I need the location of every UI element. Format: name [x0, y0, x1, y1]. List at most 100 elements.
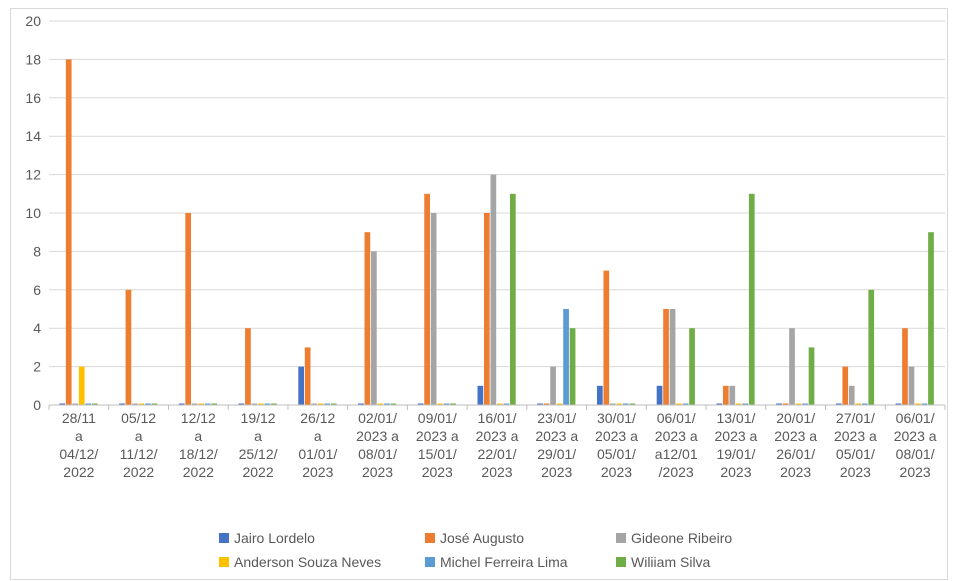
bar [503, 403, 510, 405]
bar [735, 403, 742, 405]
bar [59, 403, 66, 405]
bar [358, 403, 364, 405]
y-axis-tick-labels: 0 2 4 6 8 10 12 14 16 18 20 [25, 13, 41, 413]
bar [119, 403, 125, 405]
y-tick-label: 2 [33, 359, 41, 375]
bar [629, 403, 636, 405]
bar [902, 328, 908, 405]
bar [238, 403, 245, 405]
legend-item: Anderson Souza Neves [219, 554, 381, 570]
bar [145, 403, 151, 405]
x-tick-label: 09/01/2023 a 15/01/2023 [416, 410, 459, 480]
bar [663, 309, 669, 405]
bar [430, 213, 437, 405]
x-tick-label: 02/01/2023 a 08/01/2023 [356, 410, 399, 480]
bar [484, 213, 490, 405]
bar [364, 232, 371, 405]
bar [537, 403, 543, 405]
bar [716, 403, 723, 405]
bar [596, 385, 603, 405]
x-tick-label: 30/01/2023 a 05/01/2023 [595, 410, 638, 480]
x-tick-label: 13/01/2023 a 19/01/2023 [715, 410, 758, 480]
bar [550, 366, 556, 405]
bar [330, 403, 337, 405]
legend-label: Gideone Ribeiro [631, 530, 732, 546]
legend-swatch [616, 533, 626, 543]
bar [78, 366, 85, 405]
bar [151, 403, 158, 405]
bar [543, 403, 550, 405]
bar [676, 403, 682, 405]
legend-label: Wiliiam Silva [631, 554, 711, 570]
y-tick-label: 18 [25, 51, 41, 67]
legend-item: Wiliiam Silva [616, 554, 711, 570]
bar [178, 403, 185, 405]
bar [324, 403, 330, 405]
bar [915, 403, 921, 405]
bar [85, 403, 92, 405]
y-tick-label: 16 [25, 90, 41, 106]
bar [855, 403, 862, 405]
bar [742, 403, 749, 405]
legend-label: Anderson Souza Neves [234, 554, 381, 570]
bar [65, 59, 72, 406]
bar [417, 403, 424, 405]
bar [563, 309, 569, 405]
legend-item: Michel Ferreira Lima [425, 554, 568, 570]
bar [437, 403, 443, 405]
series-2 [72, 174, 915, 405]
bar [211, 403, 218, 405]
bar [271, 403, 277, 405]
legend: Jairo Lordelo José Augusto Gideone Ribeiro… [219, 530, 732, 570]
bar [72, 403, 79, 405]
bar [928, 232, 934, 405]
legend-label: Michel Ferreira Lima [440, 554, 568, 570]
bar [251, 403, 258, 405]
bar [776, 403, 782, 405]
bar [861, 403, 868, 405]
bar [125, 289, 132, 405]
series-1 [65, 59, 908, 406]
x-tick-label: 06/01/2023 a a12/01/2023 [655, 410, 698, 480]
series-0 [59, 366, 902, 405]
bar [191, 403, 198, 405]
series-4 [85, 309, 928, 405]
bar [895, 403, 902, 405]
legend-swatch [425, 533, 435, 543]
bar [132, 403, 138, 405]
bar [689, 328, 695, 405]
gridlines [49, 20, 945, 368]
legend-label: José Augusto [440, 530, 524, 546]
y-tick-label: 12 [25, 167, 41, 183]
x-tick-label: 26/12 a 01/01/2023 [298, 410, 337, 480]
legend-item: José Augusto [425, 530, 524, 546]
bar [384, 403, 390, 405]
x-axis-tick-labels: 28/11 a 04/12/2022 05/12 a 11/12/2022 12/12 a 18… [59, 410, 936, 480]
bar [556, 403, 563, 405]
bar [848, 385, 855, 405]
bar [908, 366, 915, 405]
x-tick-label: 28/11 a 04/12/2022 [59, 410, 98, 480]
bar [304, 347, 311, 405]
bar [609, 403, 616, 405]
bar [450, 403, 456, 405]
bar [510, 193, 516, 405]
bar [808, 347, 815, 405]
bar [477, 385, 484, 405]
bar-chart: 0 2 4 6 8 10 12 14 16 18 20 28/11 a 04/12/2022 05/12 a… [25, 13, 946, 570]
bar [443, 403, 450, 405]
bar [782, 403, 789, 405]
x-tick-label: 20/01/2023 a 26/01/2023 [774, 410, 817, 480]
bar [258, 403, 264, 405]
x-axis [48, 404, 946, 410]
legend-swatch [219, 533, 229, 543]
bar [377, 403, 384, 405]
x-tick-label: 27/01/2023 a 05/01/2023 [834, 410, 877, 480]
bar [311, 403, 317, 405]
bar [669, 309, 676, 405]
y-tick-label: 4 [33, 320, 41, 336]
bar [138, 403, 145, 405]
chart-frame: 0 2 4 6 8 10 12 14 16 18 20 28/11 a 04/12/2022 05/12 a… [10, 8, 948, 580]
bar [795, 403, 802, 405]
bar [497, 403, 503, 405]
